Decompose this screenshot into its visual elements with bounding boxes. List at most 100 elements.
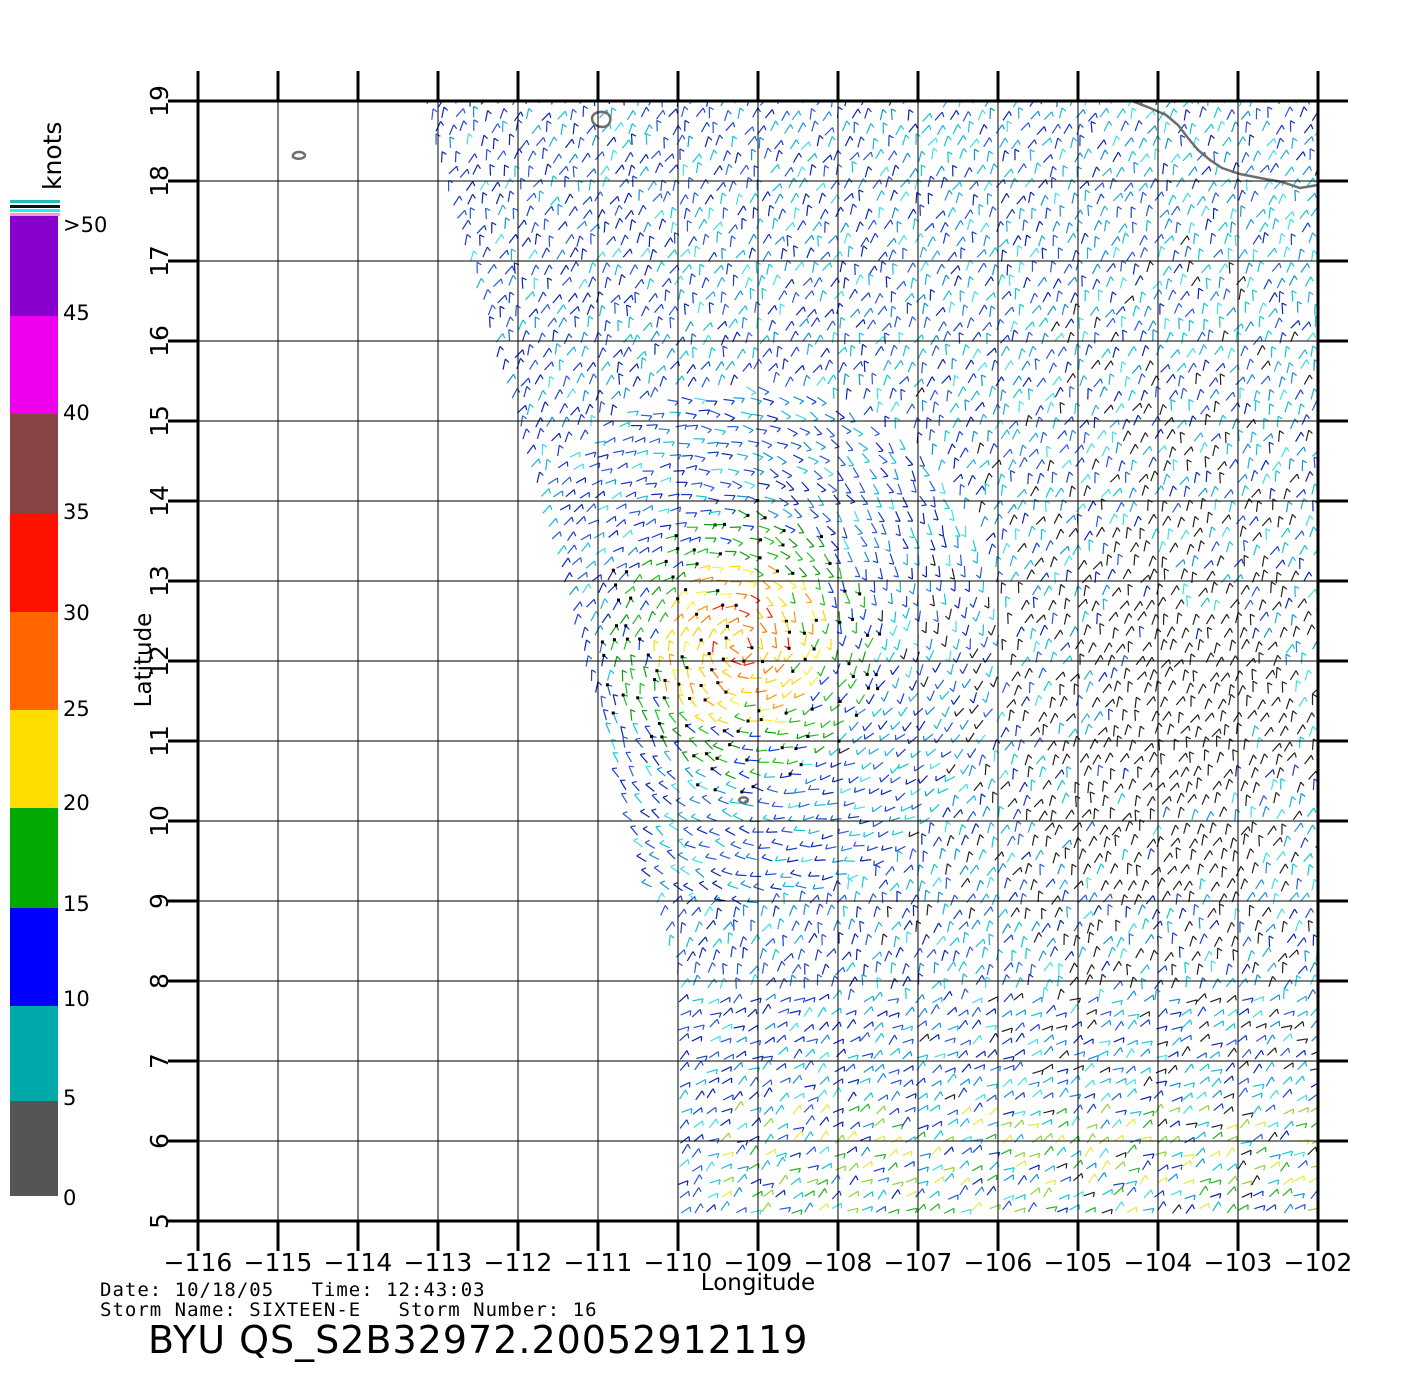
wind-barb xyxy=(1115,306,1124,316)
wind-barb xyxy=(962,344,967,356)
wind-barb-flag xyxy=(961,683,965,689)
wind-barb-flag xyxy=(1293,275,1298,281)
wind-barb xyxy=(936,263,943,275)
wind-barb xyxy=(843,178,850,189)
wind-barb-flag xyxy=(1144,484,1150,490)
wind-barb xyxy=(896,639,901,651)
wind-barb-flag xyxy=(1034,358,1040,362)
wind-barb xyxy=(837,346,846,356)
wind-barb xyxy=(793,454,804,461)
wind-barb xyxy=(1145,360,1151,371)
wind-barb xyxy=(557,544,565,555)
wind-barb-flag xyxy=(587,655,593,660)
wind-barb-flag xyxy=(599,625,604,631)
wind-barb-flag xyxy=(802,122,807,128)
wind-barb-flag xyxy=(1125,667,1131,672)
wind-barb xyxy=(1112,151,1119,163)
wind-barb xyxy=(776,455,787,463)
wind-barb xyxy=(1159,209,1169,219)
wind-barb xyxy=(1081,330,1085,343)
wind-barb-flag xyxy=(776,428,782,433)
wind-barb xyxy=(823,553,831,564)
wind-barb-flag xyxy=(621,164,625,170)
wind-barb xyxy=(623,192,630,204)
wind-barb-flag xyxy=(628,422,630,428)
wind-barb xyxy=(1186,260,1191,272)
wind-barb-flag xyxy=(795,139,800,145)
wind-barb xyxy=(637,449,648,455)
wind-barb xyxy=(1040,195,1046,206)
wind-barb xyxy=(527,344,531,356)
wind-barb xyxy=(859,482,866,493)
wind-barb-flag xyxy=(590,232,596,237)
wind-barb xyxy=(952,375,956,387)
wind-barb-flag xyxy=(819,134,824,140)
wind-barb-flag xyxy=(1096,306,1100,312)
wind-barb xyxy=(953,275,959,287)
wind-barb-flag xyxy=(1114,627,1119,632)
wind-barb-flag xyxy=(745,556,751,561)
wind-barb-flag xyxy=(618,390,621,397)
wind-barb-flag xyxy=(767,444,773,449)
wind-barb-flag xyxy=(1229,627,1233,633)
wind-barb-flag xyxy=(796,346,800,352)
wind-barb xyxy=(1298,403,1302,415)
wind-barb xyxy=(607,569,614,581)
wind-barb-flag xyxy=(1040,405,1044,411)
wind-barb xyxy=(649,387,656,398)
wind-barb-flag xyxy=(862,448,868,452)
wind-barb xyxy=(1016,195,1025,205)
wind-barb xyxy=(698,218,705,230)
wind-barb-flag xyxy=(945,232,950,237)
wind-barb-flag xyxy=(683,571,686,578)
wind-barb xyxy=(1001,528,1004,540)
wind-barb xyxy=(507,190,511,203)
wind-barb-flag xyxy=(625,387,631,392)
wind-barb-flag xyxy=(958,332,964,336)
wind-barb xyxy=(902,152,909,164)
wind-barb-flag xyxy=(798,152,802,158)
wind-barb-flag xyxy=(723,207,729,211)
wind-barb-flag xyxy=(1077,220,1083,225)
wind-barb-flag xyxy=(1018,581,1023,586)
wind-barb xyxy=(1173,303,1180,314)
wind-barb xyxy=(762,397,774,403)
wind-barb-flag xyxy=(941,263,946,269)
wind-barb xyxy=(839,317,842,329)
wind-barb xyxy=(1202,359,1207,371)
wind-barb xyxy=(1227,347,1232,359)
rain-flag-marker xyxy=(664,559,668,563)
wind-barb xyxy=(933,496,936,508)
wind-barb-flag xyxy=(1165,317,1170,322)
wind-barb xyxy=(804,634,807,646)
wind-barb xyxy=(942,232,947,244)
wind-barb-flag xyxy=(798,110,802,116)
wind-barb-flag xyxy=(1266,473,1271,479)
wind-barb-flag xyxy=(540,427,545,433)
wind-barb xyxy=(1034,162,1038,174)
wind-barb-flag xyxy=(761,287,767,292)
wind-barb xyxy=(560,124,564,136)
wind-barb xyxy=(754,567,764,576)
wind-barb-flag xyxy=(707,136,713,141)
wind-barb-flag xyxy=(559,294,563,300)
wind-barb-flag xyxy=(1267,375,1271,381)
wind-barb-flag xyxy=(886,166,890,172)
wind-barb-flag xyxy=(568,431,573,436)
wind-barb-flag xyxy=(1071,485,1076,490)
wind-barb-flag xyxy=(693,376,697,382)
wind-barb-flag xyxy=(1015,528,1021,532)
wind-barb xyxy=(818,192,823,204)
wind-barb-flag xyxy=(727,540,732,545)
wind-barb xyxy=(551,432,560,442)
wind-barb-flag xyxy=(799,400,804,405)
wind-barb xyxy=(712,604,723,611)
wind-barb-flag xyxy=(814,573,821,576)
wind-barb-flag xyxy=(1046,445,1052,450)
wind-barb-flag xyxy=(943,321,947,327)
wind-barb xyxy=(843,192,853,202)
wind-barb xyxy=(586,361,594,372)
wind-barb-flag xyxy=(685,350,689,356)
wind-barb-flag xyxy=(1168,218,1173,223)
wind-barb-flag xyxy=(1228,262,1234,266)
